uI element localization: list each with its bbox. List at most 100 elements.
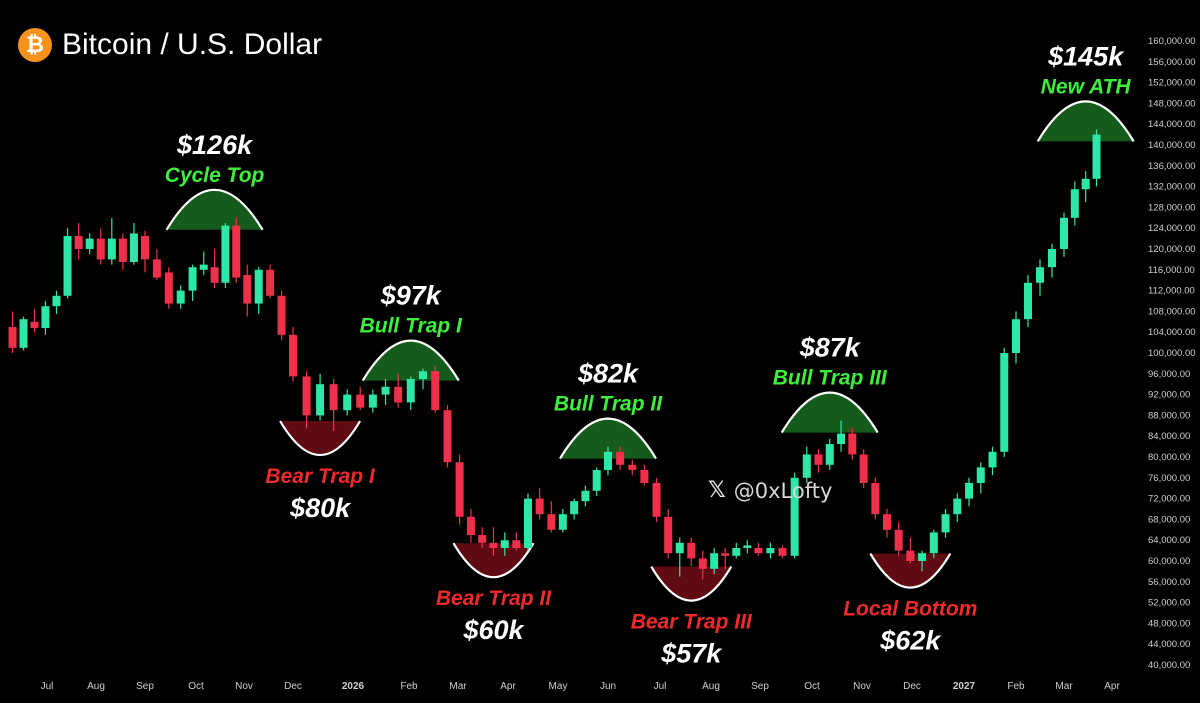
candle-body [316, 384, 325, 416]
chart-header: ₿ Bitcoin / U.S. Dollar [18, 28, 322, 62]
candlestick-series [8, 129, 1101, 580]
candle-body [581, 490, 590, 502]
y-tick-label: 72,000.00 [1148, 494, 1190, 505]
candle-body [754, 548, 763, 554]
candle-body [478, 535, 487, 543]
y-tick-label: 80,000.00 [1148, 452, 1190, 463]
y-tick-label: 152,000.00 [1148, 78, 1196, 89]
candle-body [1012, 319, 1020, 353]
bottom-price-label: $62k [879, 626, 942, 656]
candle-body [85, 238, 94, 249]
candle-body [63, 236, 72, 296]
candle-body [188, 267, 197, 291]
candle-body [1036, 267, 1044, 283]
y-tick-label: 100,000.00 [1148, 348, 1196, 359]
candle-body [535, 498, 544, 515]
candle-body [129, 233, 138, 262]
y-tick-label: 88,000.00 [1148, 410, 1190, 421]
trap-bottom-arc [650, 566, 733, 602]
cycle-top-arc [361, 339, 460, 382]
y-tick-label: 68,000.00 [1148, 514, 1190, 525]
candle-body [592, 470, 601, 491]
candle-body [1092, 134, 1101, 179]
bull-trap-label: Bull Trap I [360, 315, 463, 338]
candle-body [118, 238, 127, 262]
candle-body [732, 548, 741, 556]
bull-trap-label: Bull Trap II [554, 393, 663, 416]
candle-body [859, 454, 868, 483]
y-tick-label: 52,000.00 [1148, 598, 1190, 609]
candle-body [1070, 189, 1079, 218]
bear-trap-label: Bear Trap I [265, 465, 375, 488]
bull-trap-label: New ATH [1041, 75, 1132, 98]
y-tick-label: 44,000.00 [1148, 639, 1190, 650]
candle-body [500, 540, 509, 548]
candle-body [698, 558, 707, 569]
x-tick-label: Nov [853, 681, 871, 692]
annotation-domes [165, 100, 1135, 602]
candle-body [1048, 249, 1056, 268]
y-tick-label: 48,000.00 [1148, 618, 1190, 629]
candle-body [965, 483, 974, 499]
candle-body [394, 386, 403, 403]
top-price-label: $145k [1047, 41, 1125, 71]
candle-body [266, 269, 275, 296]
candle-body [1024, 282, 1032, 320]
candle-body [329, 384, 338, 411]
y-tick-label: 124,000.00 [1148, 223, 1196, 234]
x-tick-label: Jun [600, 681, 616, 692]
candle-body [199, 264, 208, 270]
y-tick-label: 144,000.00 [1148, 119, 1196, 130]
candle-body [1000, 353, 1009, 452]
cycle-top-arc [165, 188, 264, 231]
cycle-top-arc [780, 391, 879, 434]
author-watermark: 𝕏 @0xLofty [708, 478, 832, 503]
candle-body [302, 376, 311, 416]
candle-body [431, 371, 440, 411]
x-tick-label: Oct [804, 681, 820, 692]
x-tick-label: Feb [400, 681, 418, 692]
x-tick-label: Sep [136, 681, 154, 692]
candle-body [558, 514, 567, 530]
candle-body [176, 290, 185, 304]
author-handle: @0xLofty [733, 478, 833, 503]
x-logo-icon: 𝕏 [708, 478, 726, 503]
candle-body [74, 236, 83, 249]
x-tick-label: Jul [654, 681, 667, 692]
candle-body [664, 516, 673, 554]
candle-body [604, 451, 612, 470]
top-price-label: $97k [380, 281, 443, 311]
candle-body [406, 379, 415, 403]
candle-body [489, 542, 498, 548]
candle-body [41, 306, 50, 329]
y-tick-label: 108,000.00 [1148, 306, 1196, 317]
x-tick-label: Nov [235, 681, 253, 692]
candle-body [232, 225, 241, 278]
x-tick-label: Oct [188, 681, 204, 692]
candle-body [628, 464, 637, 470]
x-tick-label: 2026 [342, 681, 365, 692]
candle-body [766, 548, 775, 554]
y-tick-label: 112,000.00 [1148, 286, 1195, 297]
x-tick-label: Feb [1007, 681, 1025, 692]
candle-body [443, 410, 452, 463]
candle-body [1060, 217, 1068, 249]
x-tick-label: Jul [41, 681, 54, 692]
candle-body [743, 545, 752, 548]
candle-body [254, 269, 263, 304]
x-tick-label: Mar [1055, 681, 1073, 692]
cycle-top-arc [1036, 100, 1135, 142]
x-tick-label: Sep [751, 681, 769, 692]
bear-trap-label: Local Bottom [843, 598, 977, 621]
candle-body [30, 321, 39, 329]
top-price-label: $87k [799, 333, 862, 363]
candle-body [455, 462, 464, 517]
candle-body [837, 433, 846, 444]
top-price-label: $82k [577, 359, 640, 389]
y-tick-label: 128,000.00 [1148, 202, 1196, 213]
candle-body [343, 394, 352, 411]
x-tick-label: Dec [284, 681, 302, 692]
candle-body [883, 514, 891, 530]
candle-body [381, 386, 390, 395]
candle-body [419, 371, 427, 379]
